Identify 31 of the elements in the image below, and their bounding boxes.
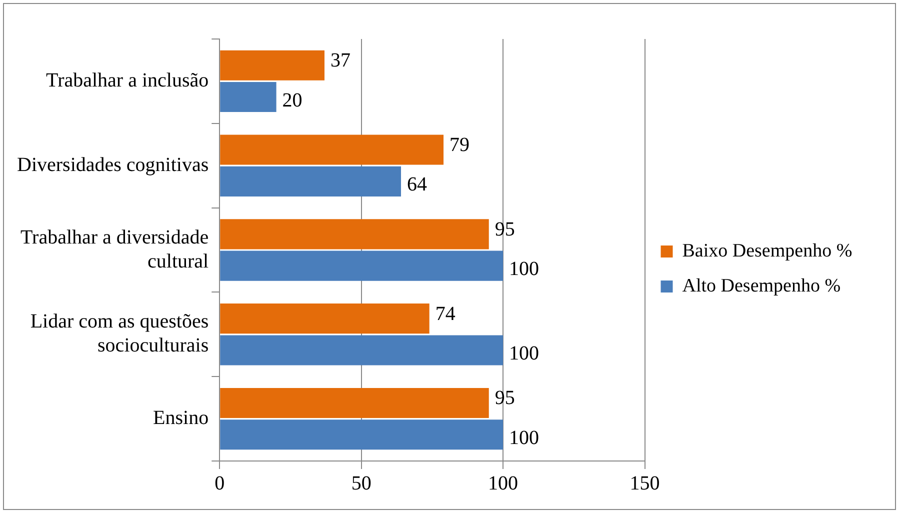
data-label: 74	[435, 302, 456, 325]
bar	[220, 82, 276, 112]
data-label: 20	[282, 89, 302, 112]
y-tick-label: Trabalhar a diversidade cultural	[20, 226, 210, 272]
bar	[220, 388, 489, 418]
data-label: 100	[509, 426, 540, 449]
bar	[220, 304, 430, 334]
y-tick-label: Lidar com as questões socioculturais	[30, 310, 209, 357]
y-tick-label: Diversidades cognitivas	[16, 154, 209, 176]
legend-label: Baixo Desempenho %	[682, 240, 852, 262]
legend-label: Alto Desempenho %	[682, 275, 841, 296]
y-tick-label: Ensino	[153, 407, 209, 430]
data-label: 100	[509, 258, 540, 280]
x-tick-label: 150	[630, 472, 660, 494]
bar	[220, 50, 324, 80]
data-label: 79	[450, 134, 470, 156]
bar	[220, 134, 444, 165]
data-label: 37	[330, 50, 350, 72]
data-label: 95	[494, 387, 515, 410]
x-tick-label: 0	[214, 472, 225, 494]
y-tick-label: Trabalhar a inclusão	[46, 69, 209, 92]
bar	[220, 250, 504, 281]
x-tick-label: 50	[351, 472, 372, 494]
bar	[220, 335, 504, 366]
data-label: 100	[509, 342, 540, 364]
x-tick-label: 100	[488, 472, 518, 494]
bar	[220, 219, 489, 250]
data-label: 95	[494, 218, 515, 240]
bar	[220, 420, 504, 450]
data-label: 64	[407, 174, 428, 196]
bar	[220, 166, 402, 196]
